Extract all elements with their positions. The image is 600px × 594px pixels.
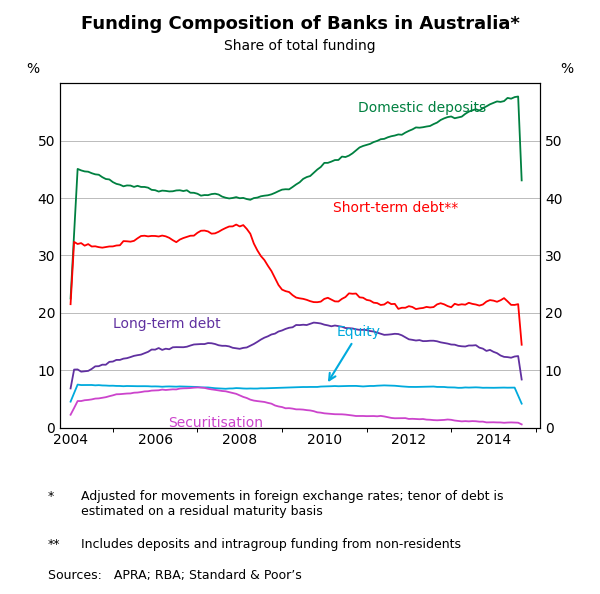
Text: Funding Composition of Banks in Australia*: Funding Composition of Banks in Australi… xyxy=(80,15,520,33)
Text: Securitisation: Securitisation xyxy=(168,416,263,430)
Text: %: % xyxy=(560,62,574,76)
Text: *: * xyxy=(48,490,54,503)
Text: Equity: Equity xyxy=(329,325,381,380)
Text: Domestic deposits: Domestic deposits xyxy=(358,101,486,115)
Text: Includes deposits and intragroup funding from non-residents: Includes deposits and intragroup funding… xyxy=(81,538,461,551)
Text: Long-term debt: Long-term debt xyxy=(113,317,220,331)
Text: Sources:   APRA; RBA; Standard & Poor’s: Sources: APRA; RBA; Standard & Poor’s xyxy=(48,569,302,582)
Text: Short-term debt**: Short-term debt** xyxy=(333,201,458,215)
Text: Share of total funding: Share of total funding xyxy=(224,39,376,53)
Text: %: % xyxy=(26,62,40,76)
Text: Adjusted for movements in foreign exchange rates; tenor of debt is
estimated on : Adjusted for movements in foreign exchan… xyxy=(81,490,503,518)
Text: **: ** xyxy=(48,538,61,551)
